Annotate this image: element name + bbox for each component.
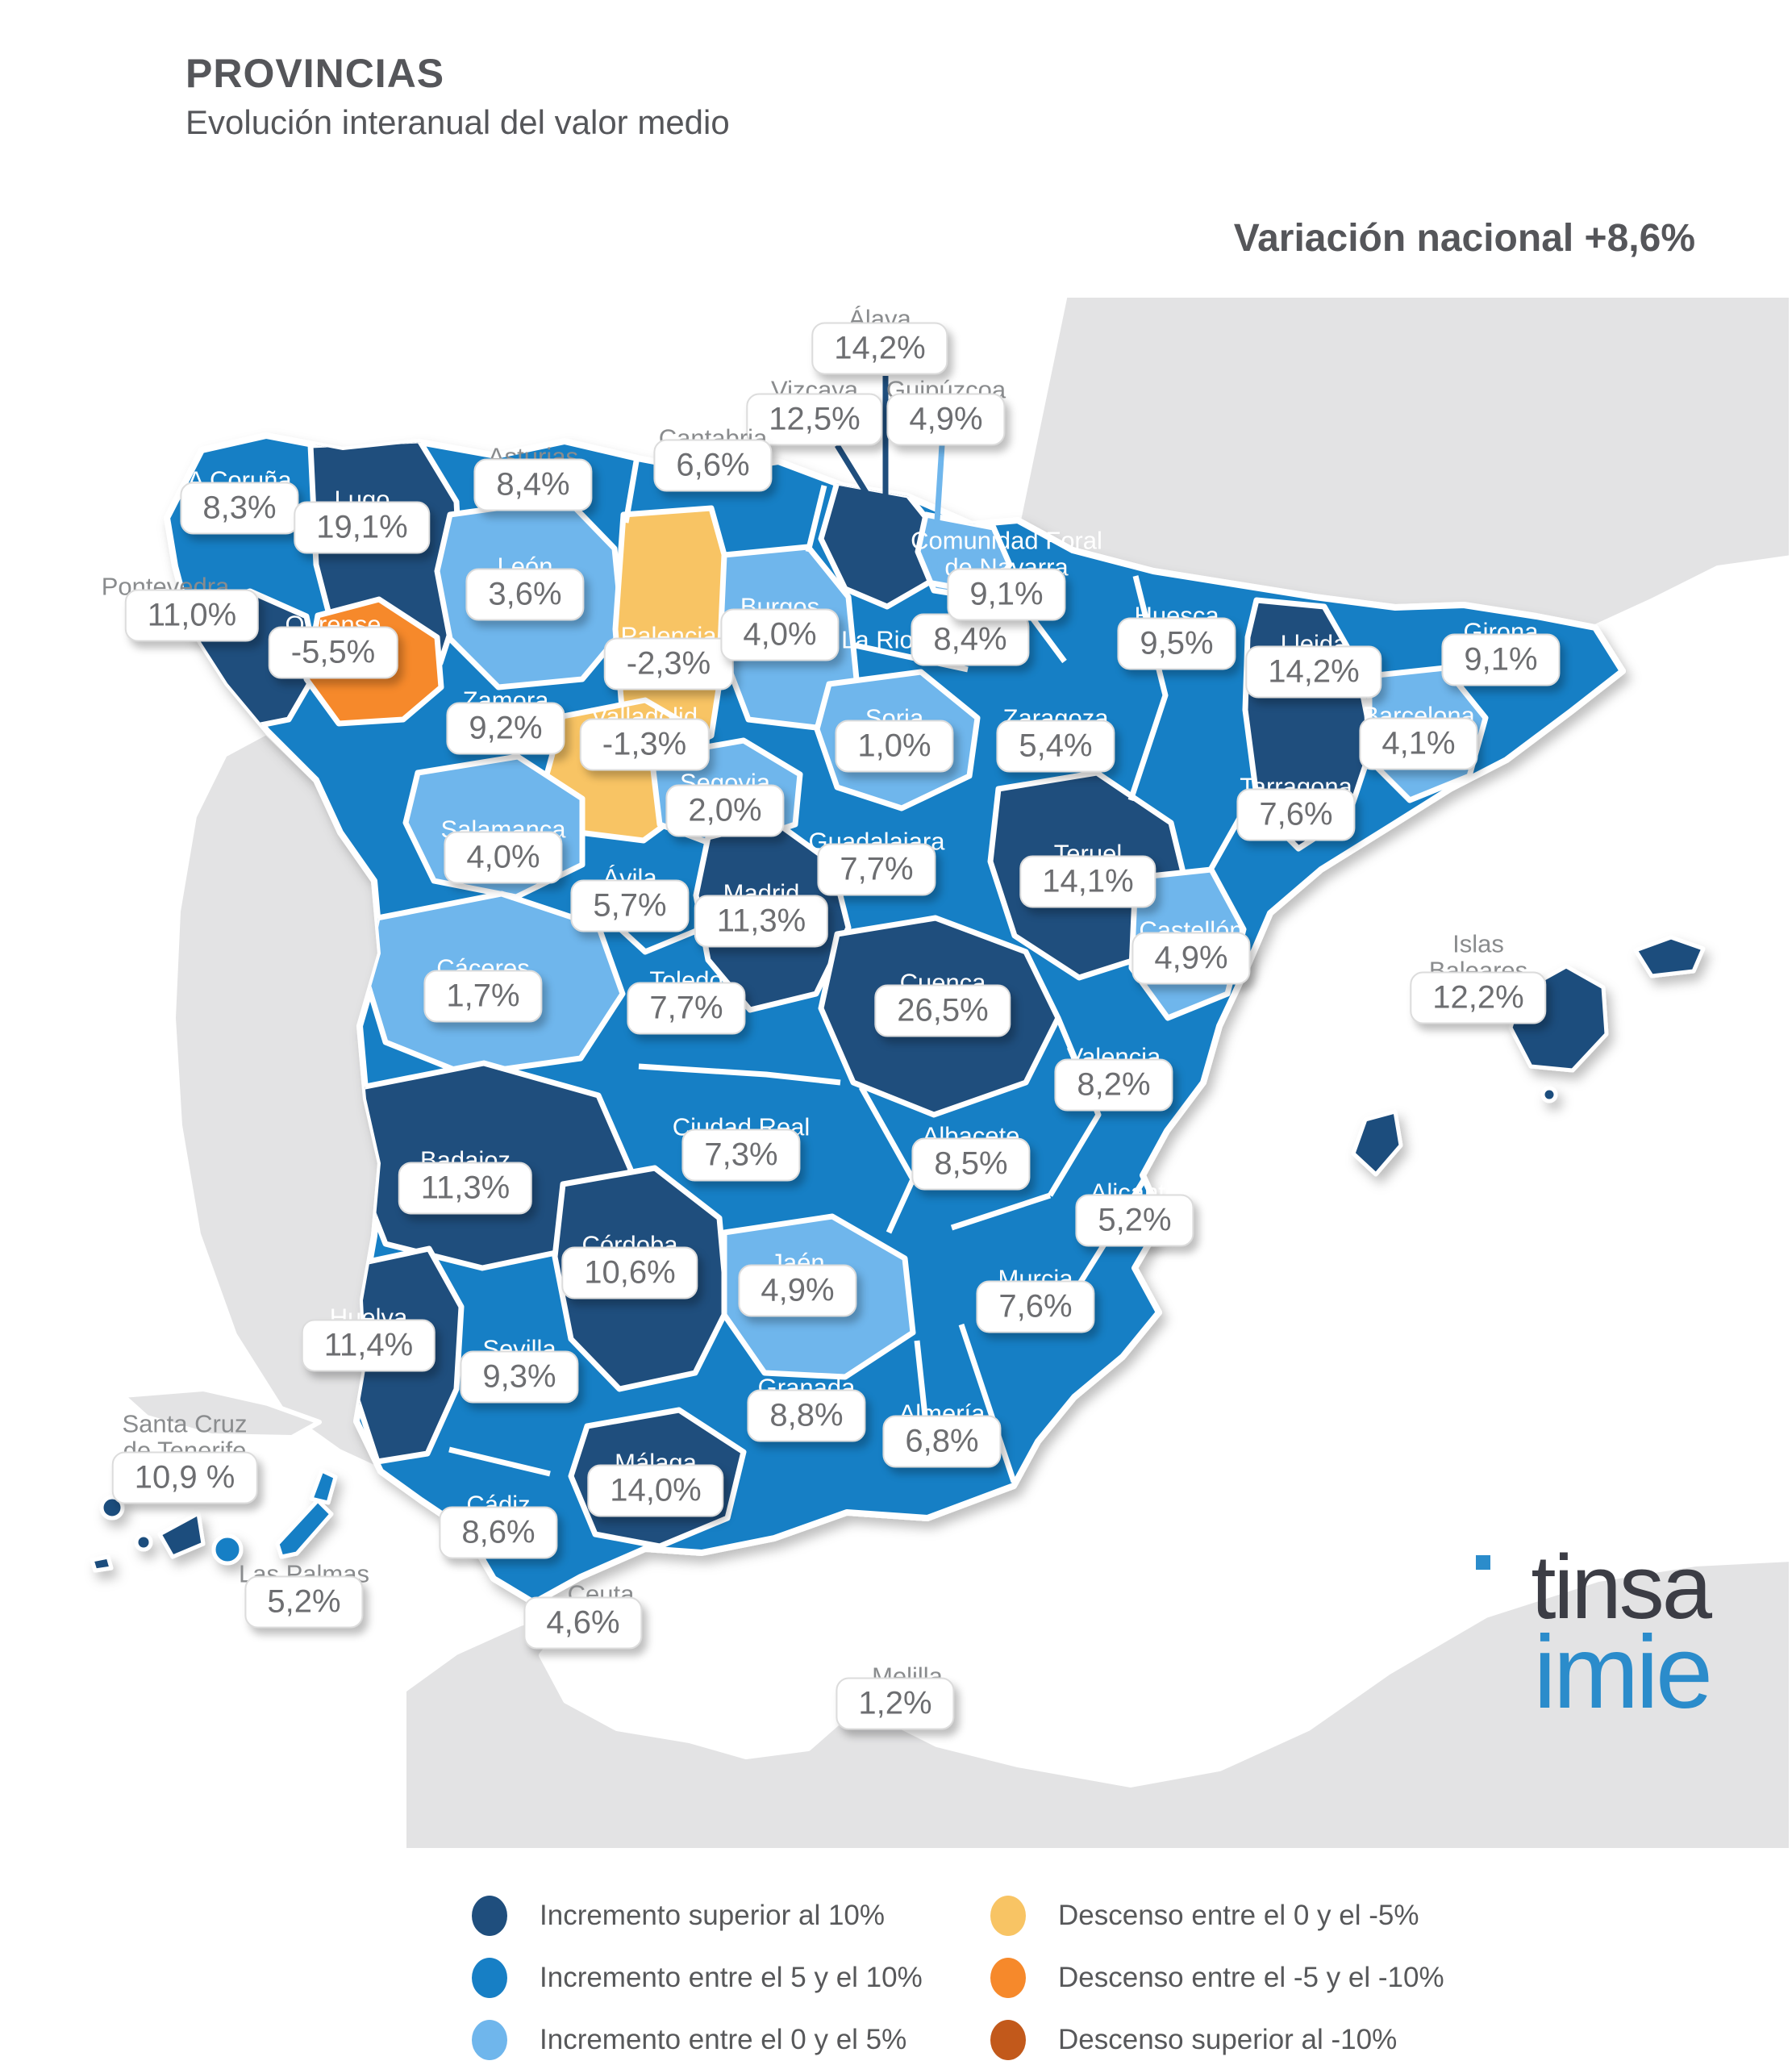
province-value-asturias: 8,4% [473, 458, 593, 511]
province-value-valladolid: -1,3% [579, 718, 710, 771]
province-value-granada: 8,8% [747, 1389, 866, 1442]
province-value-guipuzcoa: 4,9% [886, 393, 1006, 446]
province-value-lugo: 19,1% [294, 501, 431, 554]
guipuzcoa-leader-line [931, 444, 945, 572]
province-value-zamora: 9,2% [446, 702, 565, 755]
province-value-valencia: 8,2% [1054, 1058, 1173, 1112]
legend-item-inc_gt10: Incremento superior al 10% [472, 1896, 885, 1936]
province-value-avila: 5,7% [570, 879, 690, 932]
legend-swatch-inc_5_10 [472, 1958, 507, 1998]
province-value-ceuta: 4,6% [523, 1596, 643, 1650]
tinsa-imie-logo: tinsa imie [1444, 1537, 1713, 1730]
province-value-tarragona: 7,6% [1236, 788, 1356, 841]
page-subtitle: Evolución interanual del valor medio [185, 103, 730, 141]
islands [90, 935, 1706, 1573]
province-value-toledo: 7,7% [627, 982, 746, 1035]
legend-item-inc_5_10: Incremento entre el 5 y el 10% [472, 1958, 923, 1998]
legend-swatch-dec_gt10 [990, 2020, 1026, 2060]
province-value-segovia: 2,0% [665, 784, 785, 837]
region-la-palma [99, 1495, 125, 1521]
region-cabrera [1540, 1086, 1558, 1103]
region-gran-canaria [211, 1533, 244, 1566]
national-variation: Variación nacional +8,6% [1233, 217, 1695, 260]
province-value-santa-cruz-de-tenerife: 10,9 % [111, 1451, 258, 1504]
province-value-huelva: 11,4% [301, 1319, 436, 1372]
region-menorca [1633, 935, 1706, 978]
province-regions [181, 437, 1489, 1550]
province-value-navarra: 9,1% [947, 568, 1066, 621]
province-value-leon: 3,6% [465, 568, 585, 621]
morocco-coast-near-canaries [120, 1387, 322, 1440]
legend-label-dec_5_10: Descenso entre el -5 y el -10% [1058, 1962, 1444, 1993]
province-value-melilla: 1,2% [836, 1677, 955, 1730]
legend-swatch-dec_5_10 [990, 1958, 1026, 1998]
legend-item-dec_5_10: Descenso entre el -5 y el -10% [990, 1958, 1444, 1998]
province-value-a-coruna: 8,3% [180, 482, 299, 535]
legend-label-dec_0_5: Descenso entre el 0 y el -5% [1058, 1900, 1419, 1931]
legend-swatch-inc_0_5 [472, 2020, 507, 2060]
province-value-guadalajara: 7,7% [817, 843, 936, 896]
legend-label-inc_5_10: Incremento entre el 5 y el 10% [540, 1962, 923, 1993]
region-lanzarote [309, 1468, 338, 1505]
province-value-murcia: 7,6% [976, 1280, 1095, 1333]
legend-item-dec_0_5: Descenso entre el 0 y el -5% [990, 1896, 1419, 1936]
province-value-alava: 14,2% [811, 322, 948, 375]
province-value-badajoz: 11,3% [398, 1162, 533, 1215]
legend-label-inc_0_5: Incremento entre el 0 y el 5% [540, 2024, 907, 2055]
legend-item-inc_0_5: Incremento entre el 0 y el 5% [472, 2020, 906, 2060]
vizcaya-leader-line [835, 444, 883, 518]
legend-swatch-dec_0_5 [990, 1896, 1026, 1936]
province-value-cordoba: 10,6% [561, 1246, 698, 1299]
province-value-cantabria: 6,6% [653, 439, 773, 492]
legend-label-inc_gt10: Incremento superior al 10% [540, 1900, 885, 1931]
province-value-malaga: 14,0% [587, 1464, 724, 1517]
province-value-islas-baleares: 12,2% [1410, 971, 1547, 1024]
region-fuerteventura [275, 1498, 334, 1559]
province-value-vizcaya: 12,5% [746, 393, 883, 446]
legend-label-dec_gt10: Descenso superior al -10% [1058, 2024, 1398, 2055]
province-value-sevilla: 9,3% [460, 1350, 579, 1404]
legend-swatch-inc_gt10 [472, 1896, 507, 1936]
region-el-hierro [90, 1554, 114, 1573]
province-value-madrid: 11,3% [694, 895, 829, 948]
province-value-cadiz: 8,6% [439, 1506, 558, 1559]
province-value-cuenca: 26,5% [874, 984, 1011, 1037]
page-title: PROVINCIAS [185, 51, 445, 96]
province-value-albacete: 8,5% [911, 1137, 1031, 1191]
region-tenerife [157, 1511, 206, 1559]
region-vizcaya-alava [818, 479, 941, 610]
province-value-ourense: -5,5% [268, 626, 398, 679]
province-value-soria: 1,0% [835, 720, 954, 773]
logo-i-dot [1476, 1555, 1490, 1570]
region-ibiza [1351, 1109, 1403, 1177]
province-value-alicante: 5,2% [1075, 1194, 1194, 1247]
province-value-zaragoza: 5,4% [996, 720, 1115, 773]
province-value-jaen: 4,9% [738, 1264, 857, 1317]
province-value-almeria: 6,8% [882, 1415, 1002, 1468]
logo-tinsa-text: tinsa [1531, 1537, 1712, 1637]
province-value-ciudad-real: 7,3% [681, 1128, 801, 1182]
province-value-huesca: 9,5% [1117, 617, 1236, 670]
logo-imie-text: imie [1533, 1614, 1713, 1730]
legend-item-dec_gt10: Descenso superior al -10% [990, 2020, 1397, 2060]
province-value-burgos: 4,0% [720, 608, 840, 661]
province-value-girona: 9,1% [1441, 633, 1561, 686]
region-la-gomera [134, 1533, 153, 1552]
province-value-las-palmas: 5,2% [244, 1575, 364, 1629]
province-value-salamanca: 4,0% [444, 831, 563, 884]
province-value-caceres: 1,7% [423, 970, 543, 1023]
province-value-pontevedra: 11,0% [124, 589, 260, 642]
province-value-lleida: 14,2% [1245, 645, 1382, 699]
province-value-teruel: 14,1% [1019, 855, 1156, 908]
province-value-la-rioja: 8,4% [911, 613, 1030, 666]
province-value-barcelona: 4,1% [1359, 717, 1478, 770]
province-value-castellon: 4,9% [1131, 932, 1251, 985]
province-value-palencia: -2,3% [603, 637, 734, 690]
